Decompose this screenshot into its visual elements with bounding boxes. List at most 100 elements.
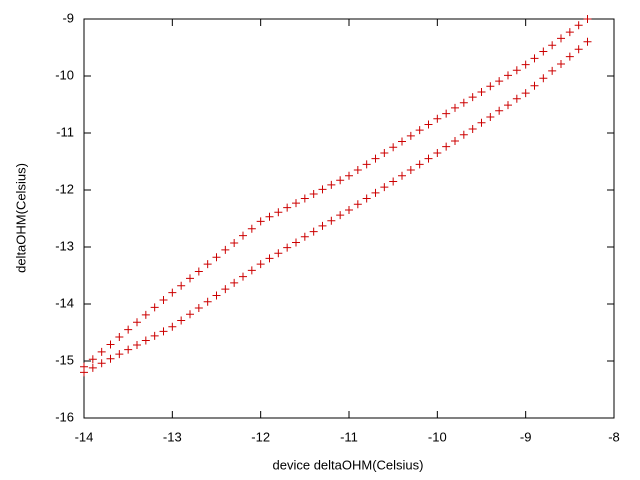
data-point [380,183,389,192]
data-point [424,154,433,163]
data-point [283,203,292,212]
data-point [530,54,539,63]
x-tick-label: -12 [251,429,270,444]
data-point [451,103,459,112]
data-point [477,87,486,96]
data-point [186,310,194,319]
data-point [133,318,141,327]
data-point [442,142,451,151]
y-tick-label: -11 [56,124,74,139]
data-point [265,212,274,221]
data-point [133,341,141,350]
data-point [203,297,212,306]
data-point [353,166,362,175]
y-tick-label: -12 [55,181,74,196]
data-point [530,81,539,90]
data-point [345,205,353,214]
data-point [97,359,106,368]
data-point [212,291,221,300]
data-point [168,322,177,331]
data-point [433,114,442,123]
data-point [115,350,124,359]
data-point [336,211,345,220]
data-point [150,331,159,340]
data-point [221,245,230,254]
x-tick-label: -13 [163,429,182,444]
data-point [212,253,221,262]
data-point [239,231,247,240]
data-point [283,243,292,252]
x-tick-label: -11 [340,429,358,444]
data-point [468,93,477,102]
data-point [521,60,530,69]
x-axis-label: device deltaOHM(Celsius) [273,457,424,472]
y-tick-label: -16 [55,409,74,424]
data-point [583,37,592,46]
data-point [504,71,512,80]
data-point [539,74,548,83]
data-point [521,89,530,98]
data-point [486,82,495,91]
data-point [548,41,557,50]
data-point [106,340,115,349]
data-point [548,66,557,75]
data-point [406,131,415,140]
data-point [80,368,88,377]
data-point [88,363,97,372]
y-axis-label: deltaOHM(Celsius) [13,163,28,273]
data-point [115,333,124,342]
x-tick-label: -8 [608,429,620,444]
data-point [318,185,327,194]
data-point [230,278,239,287]
data-point [433,148,442,157]
data-point [141,336,150,345]
y-tick-label: -10 [55,67,74,82]
data-point [380,148,389,157]
data-point [239,272,247,281]
data-point [495,106,504,115]
data-point [486,113,495,122]
data-point [504,101,512,110]
data-point [389,143,398,152]
data-point [292,199,300,208]
data-point [168,288,177,297]
data-point [300,194,309,203]
data-point [362,194,371,203]
data-point [309,189,318,198]
data-point [106,354,115,363]
data-point [124,345,133,354]
data-point [194,267,203,276]
data-point [371,188,380,197]
x-tick-label: -9 [520,429,532,444]
data-point [371,154,380,163]
x-tick-label: -10 [428,429,447,444]
data-point [194,303,203,312]
data-point [398,171,406,180]
y-tick-label: -15 [55,352,74,367]
data-point [265,254,274,263]
y-tick-label: -9 [62,10,74,25]
data-point [141,310,150,319]
data-point [221,285,230,294]
data-point [451,136,459,145]
data-point [247,224,256,233]
data-point [389,177,398,186]
data-point [318,221,327,230]
data-point [539,47,548,56]
data-point [495,77,504,86]
data-point [247,266,256,275]
plot-frame [83,18,615,419]
data-point [459,130,468,139]
data-point [177,316,186,325]
data-point [442,109,451,118]
data-point [574,45,583,54]
data-point [124,325,133,334]
data-point [177,281,186,290]
data-point [512,66,521,75]
data-point [327,216,336,225]
data-point [159,327,168,336]
data-point [574,21,583,30]
data-point [565,52,574,61]
data-point [557,60,565,69]
